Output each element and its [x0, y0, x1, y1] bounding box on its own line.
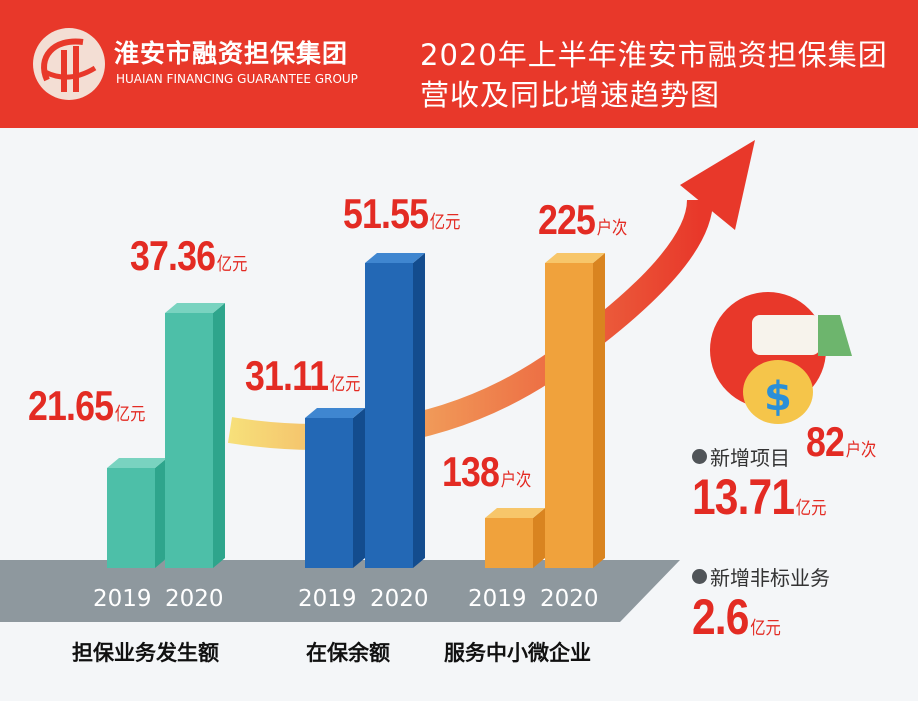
new-projects: 新增项目 [692, 442, 790, 471]
money-bag-icon [743, 360, 813, 424]
data-label: 225户次 [538, 196, 628, 243]
org-name-en: HUAIAN FINANCING GUARANTEE GROUP [116, 72, 358, 86]
bar-top [365, 253, 425, 263]
bar-side [213, 303, 225, 568]
trend-arrowhead [680, 140, 755, 230]
bar-1-0 [305, 418, 353, 568]
hand-icon [752, 315, 820, 355]
bar-side [413, 253, 425, 568]
bar-side [533, 508, 545, 568]
bar-0-1 [165, 313, 213, 568]
data-label: 31.11亿元 [245, 352, 361, 399]
new-projects-amount: 13.71亿元 [692, 469, 827, 525]
new-nonstandard: 新增非标业务 [692, 562, 830, 591]
bar-side [353, 408, 365, 568]
bullet-icon [692, 569, 707, 584]
bar-side [593, 253, 605, 568]
year-tick: 2020 [540, 586, 599, 612]
year-tick: 2020 [165, 586, 224, 612]
year-tick: 2019 [93, 586, 152, 612]
bar-top [165, 303, 225, 313]
logo-icon [33, 28, 105, 100]
header-banner: 淮安市融资担保集团 HUAIAN FINANCING GUARANTEE GRO… [0, 0, 918, 128]
category-label: 服务中小微企业 [444, 641, 591, 665]
data-label: 51.55亿元 [343, 190, 461, 237]
org-name: 淮安市融资担保集团 [114, 39, 349, 68]
bar-top [305, 408, 365, 418]
trend-arrow [227, 199, 713, 450]
category-label: 担保业务发生额 [72, 641, 219, 665]
bar-top [107, 458, 167, 468]
bar-side [155, 458, 167, 568]
data-label: 138户次 [442, 448, 532, 495]
new-nonstandard-amount: 2.6亿元 [692, 589, 781, 645]
bar-top [485, 508, 545, 518]
bullet-icon [692, 449, 707, 464]
data-label: 21.65亿元 [28, 382, 146, 429]
bar-1-1 [365, 263, 413, 568]
chart-title-line2: 营收及同比增速趋势图 [420, 78, 721, 112]
year-tick: 2019 [298, 586, 357, 612]
bar-2-1 [545, 263, 593, 568]
year-tick: 2020 [370, 586, 429, 612]
year-tick: 2019 [468, 586, 527, 612]
sleeve-icon [818, 315, 852, 356]
floor-band [0, 560, 680, 622]
new-nonstandard-label: 新增非标业务 [710, 566, 830, 590]
dollar-icon: $ [764, 374, 792, 420]
chart-title-line1: 2020年上半年淮安市融资担保集团 [420, 38, 888, 72]
category-label: 在保余额 [306, 641, 390, 665]
bar-top [545, 253, 605, 263]
bar-0-0 [107, 468, 155, 568]
data-label: 37.36亿元 [130, 232, 248, 279]
bar-2-0 [485, 518, 533, 568]
new-projects-label: 新增项目 [710, 446, 790, 470]
new-projects-count: 82户次 [806, 418, 877, 465]
